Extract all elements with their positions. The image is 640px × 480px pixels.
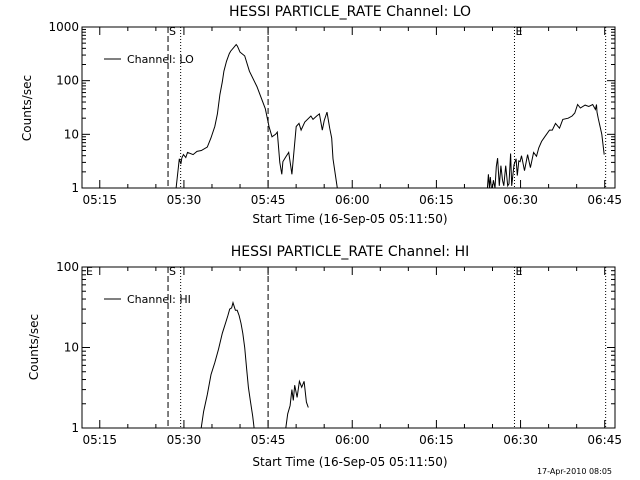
x-tick-label: 06:15: [419, 433, 454, 447]
series-lines: [200, 300, 309, 429]
y-tick-label: 1: [71, 181, 79, 195]
legend-label: Channel: LO: [127, 53, 194, 66]
x-tick-label: 05:45: [251, 193, 286, 207]
x-tick-label: 05:45: [251, 433, 286, 447]
legend: Channel: LO: [104, 53, 194, 66]
marker-label: S: [169, 25, 176, 38]
series-line: [285, 379, 309, 429]
footer-timestamp: 17-Apr-2010 08:05: [537, 467, 612, 476]
x-tick-label: 06:15: [419, 193, 454, 207]
y-tick-label: 10: [64, 341, 79, 355]
panel-channel-lo: HESSI PARTICLE_RATE Channel: LO 05:15 05:…: [20, 4, 622, 226]
series-lines: [82, 43, 605, 189]
x-axis-label: Start Time (16-Sep-05 05:11:50): [252, 455, 447, 469]
legend-label: Channel: HI: [127, 293, 191, 306]
x-tick-label: 06:30: [503, 433, 538, 447]
y-tick-label: 10: [64, 127, 79, 141]
series-line: [200, 300, 255, 429]
x-tick-label: 05:15: [82, 193, 117, 207]
y-tick-label: 1000: [48, 20, 79, 34]
x-tick-label: 06:45: [587, 433, 622, 447]
y-axis-label: Counts/sec: [27, 314, 41, 380]
plot-area-frame: [81, 26, 616, 189]
axis-ticks: 05:15 05:30 05:45 06:00 06:15 06:30 06:45 1 10 10…: [48, 20, 622, 207]
plot-area-frame: [81, 266, 616, 429]
y-tick-label: 100: [56, 260, 79, 274]
x-tick-label: 05:15: [82, 433, 117, 447]
legend: Channel: HI: [104, 293, 191, 306]
chart-title: HESSI PARTICLE_RATE Channel: LO: [229, 4, 471, 20]
axis-ticks: 05:15 05:30 05:45 06:00 06:15 06:30 06:45 1 10 10…: [56, 260, 622, 447]
x-axis-label: Start Time (16-Sep-05 05:11:50): [252, 212, 447, 226]
marker-label: S: [169, 265, 176, 278]
marker-label: E: [86, 265, 93, 278]
y-axis-label: Counts/sec: [20, 75, 34, 141]
y-tick-label: 100: [56, 74, 79, 88]
series-line: [82, 43, 605, 189]
panel-channel-hi: HESSI PARTICLE_RATE Channel: HI 05:15 05:…: [27, 244, 622, 469]
x-tick-label: 06:45: [587, 193, 622, 207]
x-tick-label: 06:00: [335, 193, 370, 207]
x-tick-label: 06:00: [335, 433, 370, 447]
marker-label: E: [515, 265, 522, 278]
marker-label: E: [515, 25, 522, 38]
chart-title: HESSI PARTICLE_RATE Channel: HI: [231, 244, 469, 260]
x-tick-label: 06:30: [503, 193, 538, 207]
x-tick-label: 05:30: [167, 193, 202, 207]
x-tick-label: 05:30: [167, 433, 202, 447]
y-tick-label: 1: [71, 421, 79, 435]
